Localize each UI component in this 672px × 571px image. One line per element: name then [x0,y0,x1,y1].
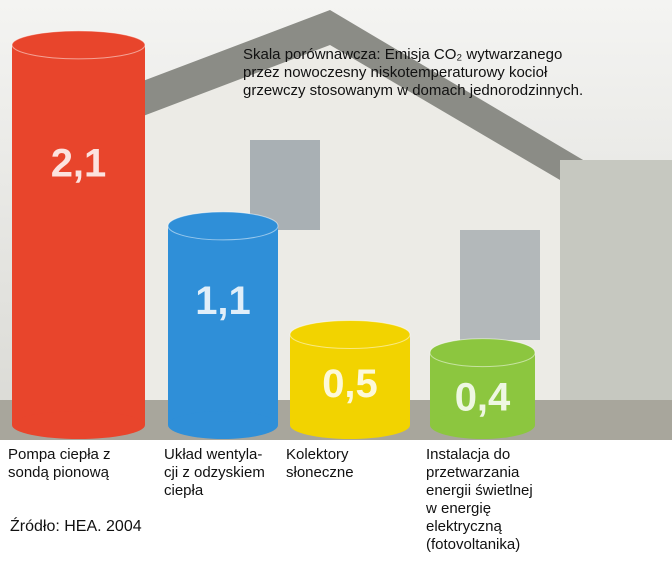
house-window [460,230,540,340]
x-tick-label: Pompa ciepła z sondą pionową [8,446,111,482]
bar [168,226,278,425]
annotation: Skala porównawcza: Emisja CO₂ wytwarzane… [243,46,583,100]
value-label: 0,5 [322,362,378,406]
bar-bottom [12,411,145,439]
bar-top [168,212,278,240]
house-side [560,160,672,440]
value-label: 1,1 [195,279,251,323]
x-tick-label: Instalacja do przetwarzania energii świe… [426,446,533,554]
bar [12,45,145,425]
bar-top [290,321,410,349]
source: Źródło: HEA. 2004 [10,518,142,536]
value-label: 0,4 [455,376,511,420]
x-tick-label: Kolektory słoneczne [286,446,354,482]
bar-bottom [168,411,278,439]
chart: 2,1 1,1 0,5 0,4 Skala porównawcza: Emisja C… [0,0,672,571]
value-label: 2,1 [51,142,107,186]
bar-top [430,339,535,367]
bar-bottom [290,411,410,439]
x-tick-label: Układ wentyla- cji z odzyskiem ciepła [164,446,265,500]
bar-top [12,31,145,59]
